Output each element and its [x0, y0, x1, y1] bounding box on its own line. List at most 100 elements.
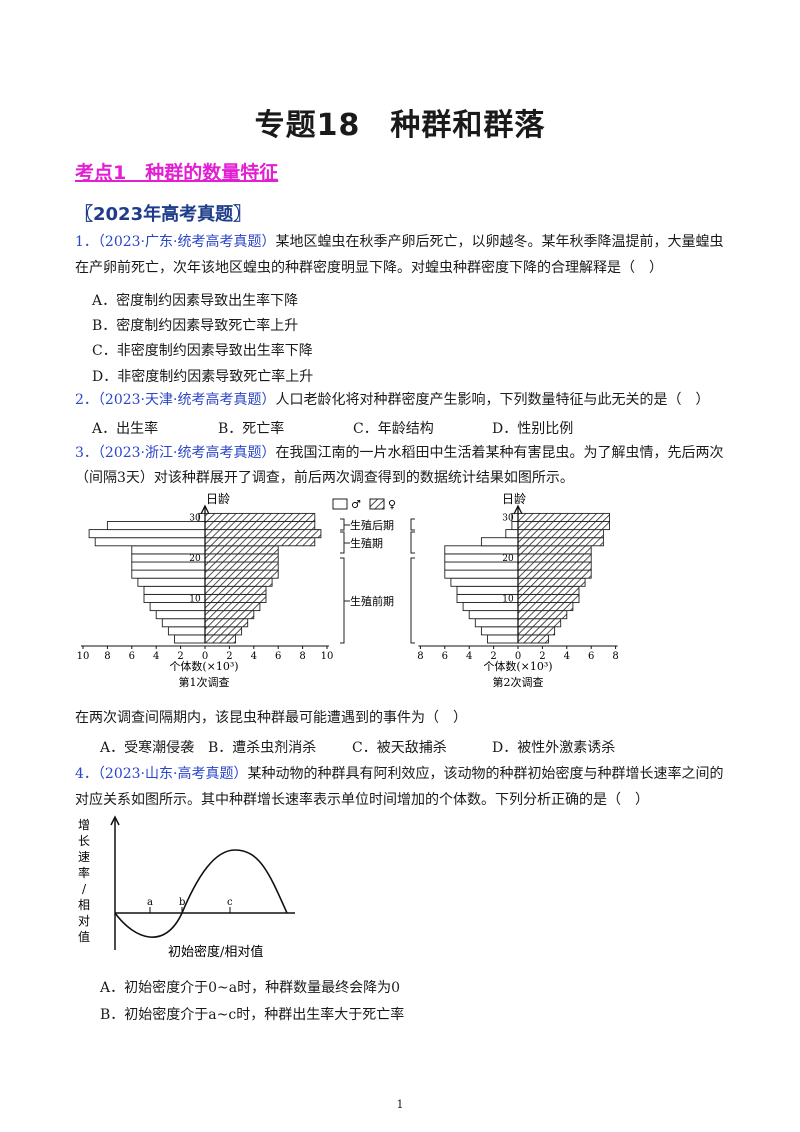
tick-label: 4 [564, 651, 570, 662]
bar-female-10 [517, 561, 592, 571]
bar-male-14 [88, 529, 206, 539]
q4-number: 4． [75, 766, 98, 782]
q2-option-b: B．死亡率 [218, 421, 285, 437]
bar-female-1 [517, 634, 549, 644]
bar-female-16 [204, 512, 316, 522]
tick-label: 6 [129, 651, 135, 662]
tick-label: 2 [177, 651, 183, 662]
bar-female-3 [204, 618, 249, 628]
q1-source: （2023·广东·统考高考真题） [97, 234, 276, 250]
age-tick-label: 20 [502, 554, 514, 564]
y-title-1: 日龄 [206, 492, 230, 506]
tick-label: 8 [417, 651, 423, 662]
q1-line1: 1．（2023·广东·统考高考真题）某地区蝗虫在秋季产卵后死亡，以卵越冬。某年秋… [75, 232, 723, 252]
tick-label: 2 [490, 651, 496, 662]
bar-female-12 [204, 545, 279, 555]
allee-effect-figure: 增长速率 / 相对值 a b c 初始密度/相对值 [78, 815, 295, 960]
y-label-char: 增 [78, 818, 90, 832]
bar-male-4 [468, 610, 519, 620]
q2-number: 2． [75, 392, 98, 408]
bar-female-2 [204, 626, 243, 636]
bar-male-9 [131, 569, 206, 579]
bar-male-14 [505, 529, 519, 539]
q1-option-c: C．非密度制约因素导致出生率下降 [92, 343, 313, 359]
bar-female-16 [517, 512, 610, 522]
bar-male-13 [94, 537, 206, 547]
bar-male-8 [137, 577, 206, 587]
x-axis-label: 初始密度/相对值 [168, 944, 263, 960]
q1-option-b: B．密度制约因素导致死亡率上升 [92, 318, 299, 334]
tick-label: 4 [466, 651, 472, 662]
q4-option-b: B．初始密度介于a~c时，种群出生率大于死亡率 [100, 1007, 405, 1023]
bar-female-14 [204, 529, 322, 539]
age-tick-label: 10 [189, 594, 201, 604]
point-a: a [147, 897, 153, 908]
y-label-char: 长 [78, 834, 90, 848]
caption-2: 第2次调查 [493, 675, 544, 689]
bar-male-7 [143, 585, 206, 595]
stage-pre: 生殖前期 [350, 594, 394, 608]
bar-male-4 [155, 610, 206, 620]
bar-female-7 [517, 585, 580, 595]
q3-source: （2023·浙江·统考高考真题） [97, 445, 276, 461]
q1-line2: 在产卵前死亡，次年该地区蝗虫的种群密度明显下降。对蝗虫种群密度下降的合理解释是（… [75, 260, 663, 276]
bar-male-3 [161, 618, 206, 628]
stage-repro: 生殖期 [350, 536, 383, 550]
tick-label: 8 [104, 651, 110, 662]
q3-option-b: B．遭杀虫剂消杀 [208, 740, 317, 756]
bar-female-14 [517, 529, 604, 539]
tick-label: 2 [226, 651, 232, 662]
bar-female-4 [517, 610, 568, 620]
q3-option-a: A．受寒潮侵袭 [100, 740, 195, 756]
tick-label: 4 [251, 651, 257, 662]
tick-label: 0 [202, 651, 208, 662]
age-tick-label: 20 [189, 554, 201, 564]
title-part2: 种群和群落 [390, 108, 546, 143]
q3-number: 3． [75, 445, 98, 461]
stage-brackets [340, 518, 415, 644]
caption-1: 第1次调查 [179, 675, 230, 689]
tick-label: 4 [153, 651, 159, 662]
q2-line1: 2．（2023·天津·统考高考真题）人口老龄化将对种群密度产生影响，下列数量特征… [75, 390, 709, 410]
legend-male-label: ♂ [351, 498, 361, 511]
section-heading: 考点1 种群的数量特征 [75, 162, 279, 184]
stage-post: 生殖后期 [350, 518, 394, 532]
age-tick-label: 30 [189, 513, 201, 523]
q1-option-a: A．密度制约因素导致出生率下降 [92, 293, 299, 309]
bar-male-2 [167, 626, 206, 636]
year-heading: 〖2023年高考真题〗 [75, 204, 252, 225]
bar-male-1 [487, 634, 519, 644]
q2-option-d: D．性别比例 [492, 421, 574, 437]
tick-label: 6 [588, 651, 594, 662]
bar-female-8 [517, 577, 586, 587]
q2-option-c: C．年龄结构 [353, 421, 434, 437]
bar-female-9 [517, 569, 592, 579]
bar-female-13 [517, 537, 604, 547]
bar-male-3 [474, 618, 519, 628]
bar-male-9 [444, 569, 519, 579]
tick-label: 10 [77, 651, 90, 662]
age-tick-label: 30 [502, 513, 514, 523]
bar-female-15 [204, 521, 316, 531]
bar-female-2 [517, 626, 556, 636]
point-c: c [227, 897, 233, 908]
tick-label: 10 [321, 651, 334, 662]
page-title: 专题18 种群和群落 [0, 100, 800, 144]
q3-text1: 在我国江南的一片水稻田中生活着某种有害昆虫。为了解虫情，先后两次 [275, 445, 724, 461]
bar-male-12 [444, 545, 519, 555]
y-title-2: 日龄 [502, 492, 526, 506]
x-label-2: 个体数(×10³) [483, 659, 552, 673]
bar-female-9 [204, 569, 279, 579]
y-axis-label: 增长速率 / 相对值 [78, 818, 90, 944]
bar-female-5 [517, 602, 574, 612]
y-label-char: / [82, 882, 87, 896]
x-label-1: 个体数(×10³) [169, 659, 238, 673]
q4-option-a: A．初始密度介于0~a时，种群数量最终会降为0 [100, 980, 401, 996]
q4-line2: 对应关系如图所示。其中种群增长速率表示单位时间增加的个体数。下列分析正确的是（ … [75, 792, 649, 808]
bar-female-5 [204, 602, 261, 612]
bar-female-10 [204, 561, 279, 571]
q4-line1: 4．（2023·山东·高考真题）某种动物的种群具有阿利效应，该动物的种群初始密度… [75, 764, 723, 784]
